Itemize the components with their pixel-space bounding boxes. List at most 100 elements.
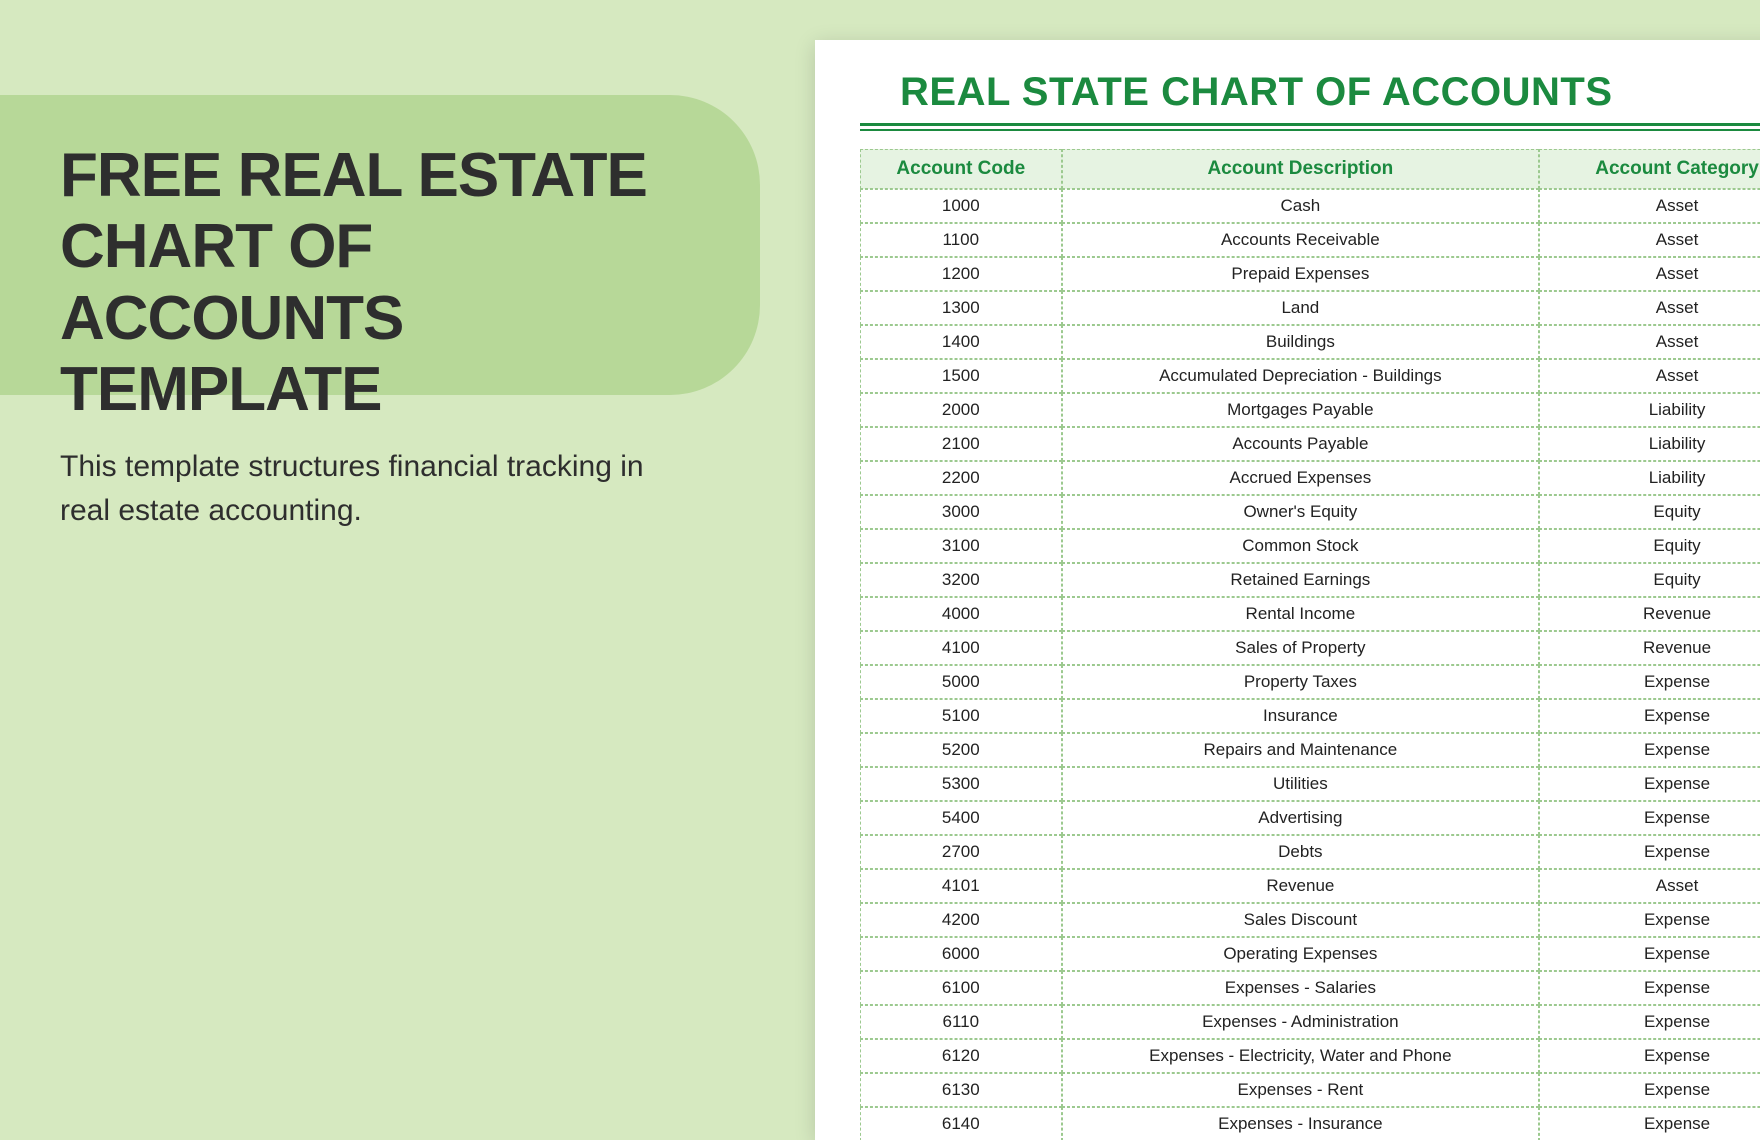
- cell-code: 2700: [860, 835, 1062, 869]
- cell-description: Rental Income: [1062, 597, 1540, 631]
- cell-code: 2200: [860, 461, 1062, 495]
- cell-code: 6000: [860, 937, 1062, 971]
- table-row: 5400AdvertisingExpense: [860, 801, 1760, 835]
- cell-category: Equity: [1539, 563, 1760, 597]
- table-row: 6120Expenses - Electricity, Water and Ph…: [860, 1039, 1760, 1073]
- table-row: 5300UtilitiesExpense: [860, 767, 1760, 801]
- cell-code: 1500: [860, 359, 1062, 393]
- table-row: 2100Accounts PayableLiability: [860, 427, 1760, 461]
- cell-description: Repairs and Maintenance: [1062, 733, 1540, 767]
- cell-category: Expense: [1539, 665, 1760, 699]
- cell-description: Prepaid Expenses: [1062, 257, 1540, 291]
- cell-description: Operating Expenses: [1062, 937, 1540, 971]
- table-row: 5200Repairs and MaintenanceExpense: [860, 733, 1760, 767]
- cell-description: Revenue: [1062, 869, 1540, 903]
- spreadsheet-preview: REAL STATE CHART OF ACCOUNTS Account Cod…: [815, 40, 1760, 1140]
- table-header-row: Account Code Account Description Account…: [860, 149, 1760, 189]
- col-header-description: Account Description: [1062, 149, 1540, 189]
- cell-description: Retained Earnings: [1062, 563, 1540, 597]
- cell-code: 2100: [860, 427, 1062, 461]
- cell-code: 6110: [860, 1005, 1062, 1039]
- cell-code: 5400: [860, 801, 1062, 835]
- cell-category: Expense: [1539, 767, 1760, 801]
- cell-code: 6140: [860, 1107, 1062, 1140]
- table-row: 4100Sales of PropertyRevenue: [860, 631, 1760, 665]
- cell-description: Common Stock: [1062, 529, 1540, 563]
- cell-category: Asset: [1539, 359, 1760, 393]
- cell-category: Expense: [1539, 1073, 1760, 1107]
- table-row: 6100Expenses - SalariesExpense: [860, 971, 1760, 1005]
- cell-category: Expense: [1539, 835, 1760, 869]
- cell-description: Accounts Receivable: [1062, 223, 1540, 257]
- cell-description: Advertising: [1062, 801, 1540, 835]
- cell-category: Expense: [1539, 903, 1760, 937]
- cell-category: Expense: [1539, 699, 1760, 733]
- cell-code: 1000: [860, 189, 1062, 223]
- cell-category: Revenue: [1539, 597, 1760, 631]
- accounts-table: Account Code Account Description Account…: [860, 149, 1760, 1140]
- table-row: 3200Retained EarningsEquity: [860, 563, 1760, 597]
- cell-code: 3200: [860, 563, 1062, 597]
- cell-code: 3000: [860, 495, 1062, 529]
- table-row: 1400BuildingsAsset: [860, 325, 1760, 359]
- page-subtitle: This template structures financial track…: [60, 445, 700, 532]
- cell-description: Property Taxes: [1062, 665, 1540, 699]
- cell-category: Asset: [1539, 189, 1760, 223]
- cell-code: 5000: [860, 665, 1062, 699]
- table-row: 6130Expenses - RentExpense: [860, 1073, 1760, 1107]
- cell-code: 6120: [860, 1039, 1062, 1073]
- cell-category: Asset: [1539, 223, 1760, 257]
- cell-category: Expense: [1539, 1039, 1760, 1073]
- title-underline: [860, 123, 1760, 131]
- table-row: 1100Accounts ReceivableAsset: [860, 223, 1760, 257]
- table-row: 4200Sales DiscountExpense: [860, 903, 1760, 937]
- table-row: 3100Common StockEquity: [860, 529, 1760, 563]
- cell-description: Expenses - Rent: [1062, 1073, 1540, 1107]
- cell-description: Utilities: [1062, 767, 1540, 801]
- cell-description: Insurance: [1062, 699, 1540, 733]
- title-card: FREE REAL ESTATE CHART OF ACCOUNTS TEMPL…: [0, 95, 760, 395]
- cell-category: Revenue: [1539, 631, 1760, 665]
- table-row: 4000Rental IncomeRevenue: [860, 597, 1760, 631]
- cell-category: Expense: [1539, 1005, 1760, 1039]
- table-row: 3000Owner's EquityEquity: [860, 495, 1760, 529]
- cell-code: 2000: [860, 393, 1062, 427]
- cell-description: Cash: [1062, 189, 1540, 223]
- cell-category: Expense: [1539, 733, 1760, 767]
- cell-description: Sales of Property: [1062, 631, 1540, 665]
- cell-description: Mortgages Payable: [1062, 393, 1540, 427]
- cell-description: Expenses - Administration: [1062, 1005, 1540, 1039]
- table-row: 6110Expenses - AdministrationExpense: [860, 1005, 1760, 1039]
- cell-category: Asset: [1539, 325, 1760, 359]
- cell-category: Asset: [1539, 291, 1760, 325]
- table-row: 6140Expenses - InsuranceExpense: [860, 1107, 1760, 1140]
- table-row: 4101RevenueAsset: [860, 869, 1760, 903]
- table-row: 1200Prepaid ExpensesAsset: [860, 257, 1760, 291]
- cell-category: Asset: [1539, 869, 1760, 903]
- table-row: 5000Property TaxesExpense: [860, 665, 1760, 699]
- cell-code: 4100: [860, 631, 1062, 665]
- table-row: 1300LandAsset: [860, 291, 1760, 325]
- cell-category: Liability: [1539, 393, 1760, 427]
- cell-category: Expense: [1539, 1107, 1760, 1140]
- cell-code: 6130: [860, 1073, 1062, 1107]
- left-panel: FREE REAL ESTATE CHART OF ACCOUNTS TEMPL…: [0, 0, 800, 1140]
- table-row: 6000Operating ExpensesExpense: [860, 937, 1760, 971]
- cell-code: 5200: [860, 733, 1062, 767]
- col-header-category: Account Category: [1539, 149, 1760, 189]
- cell-category: Asset: [1539, 257, 1760, 291]
- table-row: 2200Accrued ExpensesLiability: [860, 461, 1760, 495]
- table-row: 1500Accumulated Depreciation - Buildings…: [860, 359, 1760, 393]
- table-row: 5100InsuranceExpense: [860, 699, 1760, 733]
- cell-description: Expenses - Insurance: [1062, 1107, 1540, 1140]
- cell-description: Accounts Payable: [1062, 427, 1540, 461]
- table-row: 2000Mortgages PayableLiability: [860, 393, 1760, 427]
- table-row: 2700DebtsExpense: [860, 835, 1760, 869]
- sheet-title: REAL STATE CHART OF ACCOUNTS: [860, 70, 1760, 115]
- page-title: FREE REAL ESTATE CHART OF ACCOUNTS TEMPL…: [60, 140, 700, 425]
- cell-code: 5100: [860, 699, 1062, 733]
- cell-description: Land: [1062, 291, 1540, 325]
- cell-category: Liability: [1539, 427, 1760, 461]
- cell-category: Equity: [1539, 495, 1760, 529]
- cell-description: Sales Discount: [1062, 903, 1540, 937]
